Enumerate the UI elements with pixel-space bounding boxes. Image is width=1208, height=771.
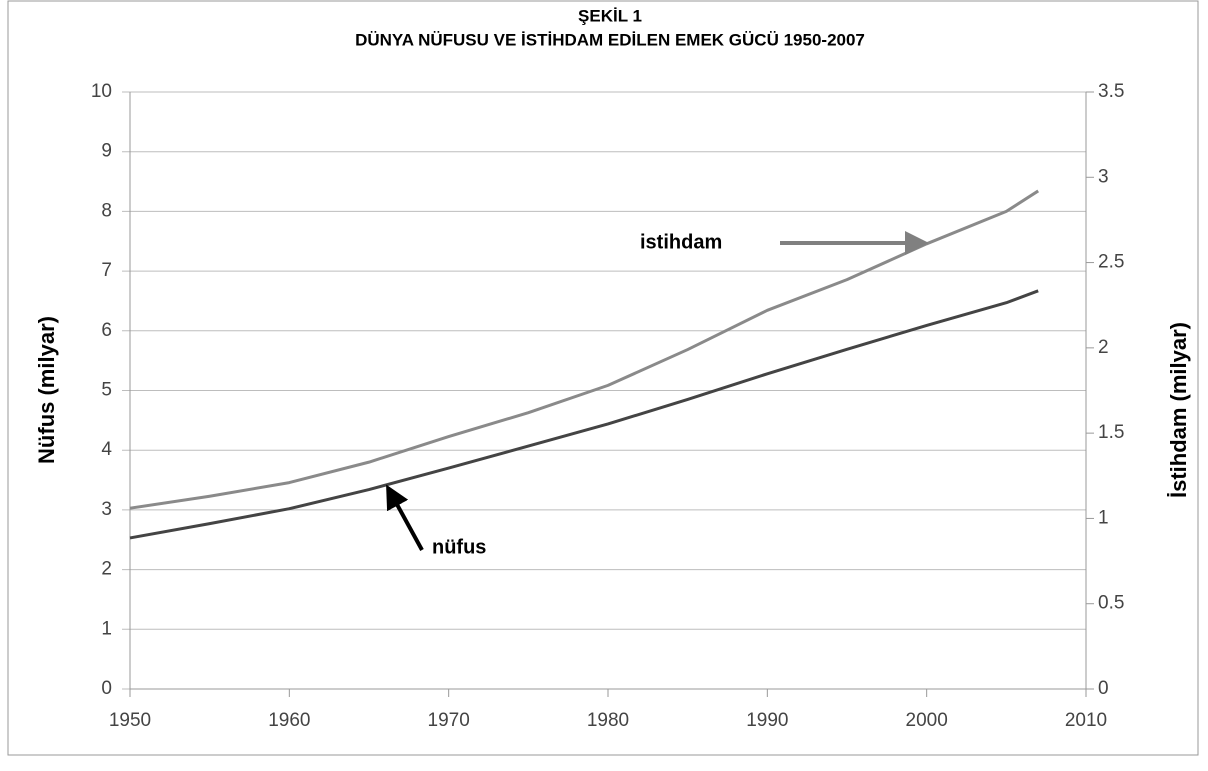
y-tick-label: 4 bbox=[101, 439, 112, 460]
y2-tick-label: 1 bbox=[1098, 507, 1109, 528]
line-series bbox=[129, 289, 1039, 540]
x-tick-label: 1970 bbox=[428, 710, 470, 731]
y2-tick-label: 0.5 bbox=[1098, 593, 1124, 614]
y2-tick-label: 3 bbox=[1098, 166, 1109, 187]
y-tick-label: 10 bbox=[91, 81, 112, 102]
x-tick-label: 1950 bbox=[109, 710, 151, 731]
annotation: istihdam bbox=[640, 231, 722, 253]
y2-tick-label: 2.5 bbox=[1098, 252, 1124, 273]
y-tick-label: 8 bbox=[101, 200, 112, 221]
x-tick-label: 2010 bbox=[1065, 710, 1107, 731]
y2-tick-label: 3.5 bbox=[1098, 81, 1124, 102]
chart-subtitle: DÜNYA NÜFUSU VE İSTİHDAM EDİLEN EMEK GÜC… bbox=[355, 30, 865, 49]
y-tick-label: 0 bbox=[101, 678, 112, 699]
y-tick-label: 7 bbox=[101, 260, 112, 281]
y-tick-label: 3 bbox=[101, 499, 112, 520]
x-tick-label: 1990 bbox=[746, 710, 788, 731]
annotation-arrow bbox=[386, 484, 424, 551]
annotation: nüfus bbox=[432, 536, 486, 558]
y-axis-label: Nüfus (milyar) bbox=[34, 316, 59, 464]
y2-tick-label: 0 bbox=[1098, 678, 1109, 699]
y2-tick-label: 2 bbox=[1098, 337, 1109, 358]
y-tick-label: 1 bbox=[101, 618, 112, 639]
x-tick-label: 1960 bbox=[268, 710, 310, 731]
y-tick-label: 2 bbox=[101, 559, 112, 580]
y2-tick-label: 1.5 bbox=[1098, 422, 1124, 443]
x-tick-label: 1980 bbox=[587, 710, 629, 731]
y-tick-label: 6 bbox=[101, 320, 112, 341]
x-tick-label: 2000 bbox=[906, 710, 948, 731]
y-tick-label: 5 bbox=[101, 380, 112, 401]
y-tick-label: 9 bbox=[101, 141, 112, 162]
chart-title: ŞEKİL 1 bbox=[578, 6, 642, 25]
y2-axis-label: İstihdam (milyar) bbox=[1166, 322, 1191, 498]
chart-frame bbox=[7, 0, 1199, 756]
